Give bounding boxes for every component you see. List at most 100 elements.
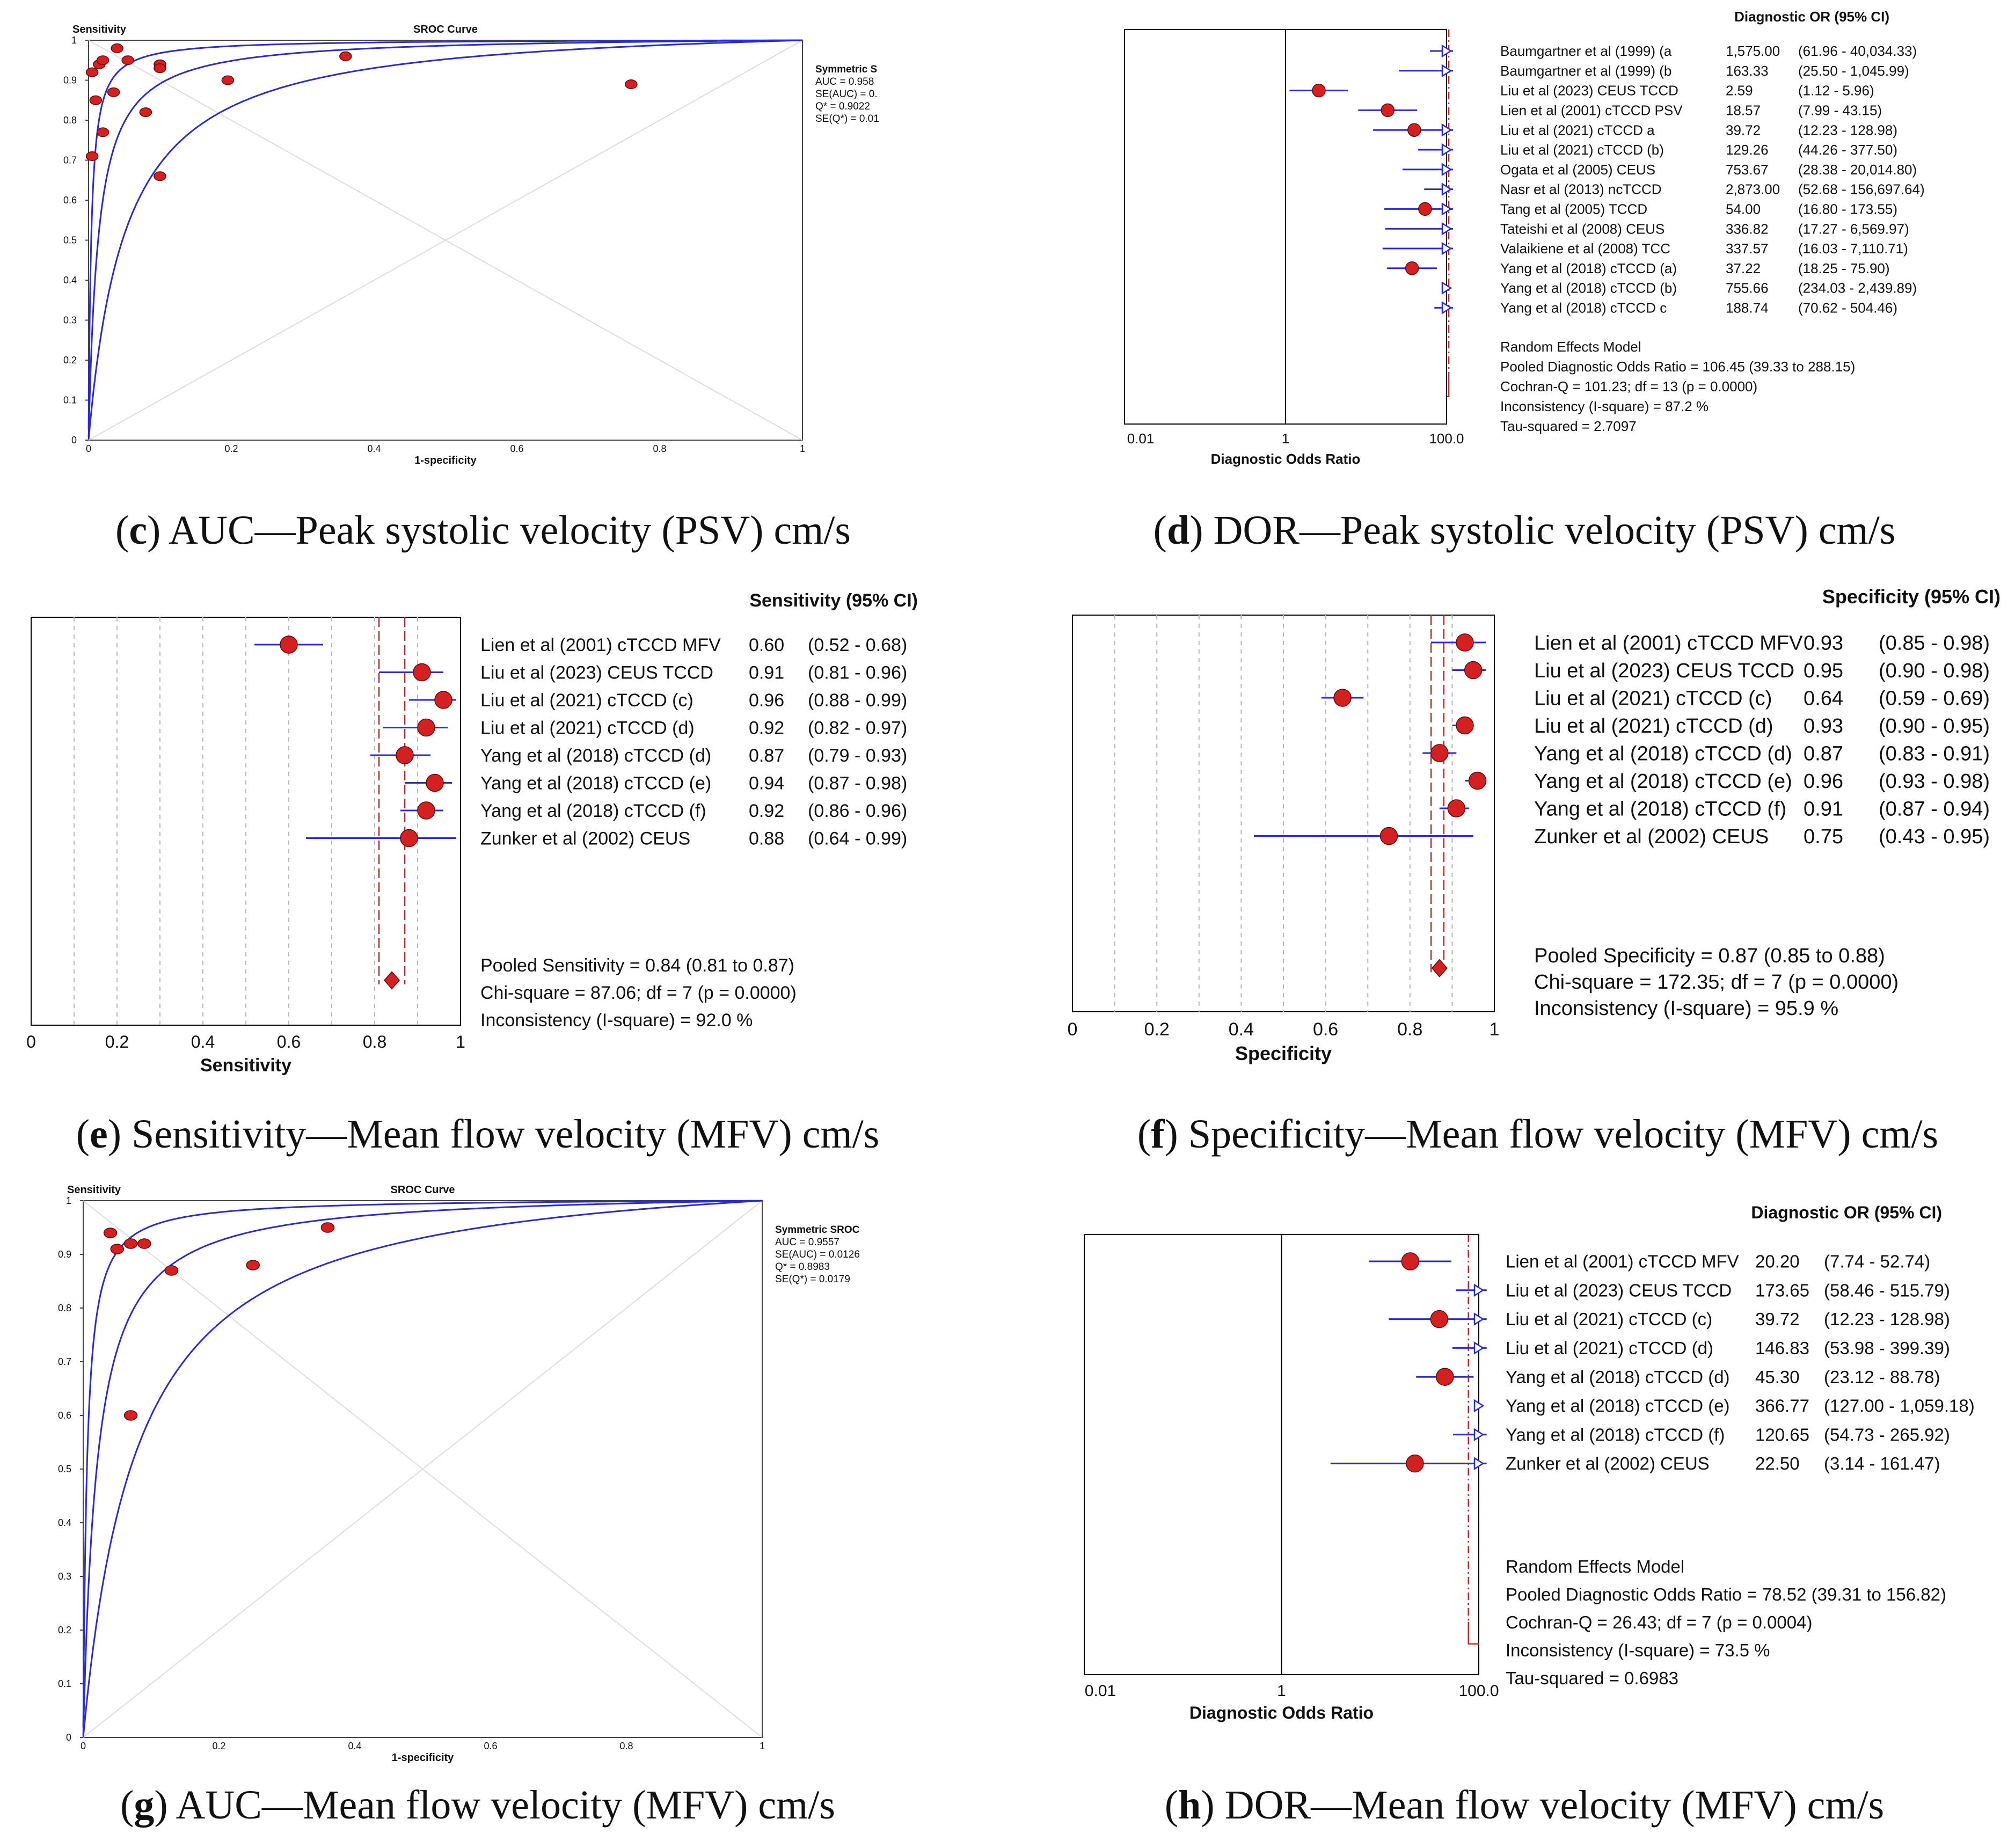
study-estimate: 366.77 <box>1755 1396 1809 1416</box>
y-tick-label: 0.6 <box>63 195 77 206</box>
study-point <box>221 75 235 85</box>
y-tick-label: 0.1 <box>58 1678 71 1689</box>
point-estimate <box>1468 771 1487 790</box>
study-ci: (0.64 - 0.99) <box>808 828 907 849</box>
study-label: Lien et al (2001) cTCCD MFV <box>1506 1252 1739 1272</box>
point-estimate <box>1379 827 1398 845</box>
y-tick-label: 1 <box>71 35 77 46</box>
study-ci: (0.87 - 0.98) <box>808 773 907 793</box>
point-estimate <box>417 718 435 737</box>
study-estimate: 0.93 <box>1804 632 1843 654</box>
study-label: Yang et al (2018) cTCCD c <box>1500 300 1667 316</box>
study-estimate: 753.67 <box>1726 162 1769 178</box>
y-axis-label: Sensitivity <box>72 24 127 35</box>
study-estimate: 0.87 <box>749 746 784 766</box>
study-estimate: 2.59 <box>1726 83 1753 99</box>
study-label: Liu et al (2021) cTCCD (d) <box>480 718 695 738</box>
study-ci: (58.46 - 515.79) <box>1824 1280 1950 1300</box>
study-estimate: 337.57 <box>1726 240 1769 257</box>
caption-d-text: DOR—Peak systolic velocity (PSV) cm/s <box>1213 508 1896 553</box>
study-ci: (234.03 - 2,439.89) <box>1798 280 1917 296</box>
caption-g-letter: g <box>134 1783 155 1828</box>
sroc-curve <box>82 1200 762 1735</box>
x-tick-label: 0.01 <box>1127 430 1155 447</box>
study-point <box>110 1244 124 1254</box>
study-estimate: 0.88 <box>749 828 784 849</box>
point-estimate <box>1456 633 1474 652</box>
legend-line: Q* = 0.9022 <box>815 101 870 112</box>
study-point <box>137 1238 151 1249</box>
point-estimate <box>434 691 452 709</box>
study-ci: (0.85 - 0.98) <box>1879 632 1990 654</box>
study-label: Liu et al (2021) cTCCD (d) <box>1506 1338 1713 1358</box>
x-tick-label: 1 <box>760 1741 765 1751</box>
panel-d-dor-psv: Baumgartner et al (1999) (a 1,575.00 (61.9… <box>1068 0 2015 472</box>
point-estimate <box>1405 261 1419 275</box>
study-estimate: 0.60 <box>749 635 784 655</box>
x-tick-label: 1 <box>1277 1682 1286 1700</box>
point-estimate <box>1333 689 1352 707</box>
study-label: Lien et al (2001) cTCCD MFV <box>1534 632 1803 654</box>
study-ci: (16.03 - 7,110.71) <box>1798 240 1908 257</box>
point-estimate <box>1401 1252 1420 1270</box>
study-point <box>85 151 99 162</box>
anti-diagonal-line <box>88 40 803 441</box>
point-estimate <box>413 663 431 682</box>
x-axis-label: Specificity <box>1235 1042 1332 1064</box>
study-point <box>89 95 103 105</box>
ci-arrow <box>1473 1457 1485 1470</box>
chart-c-sroc-psv: 0 0.1 0.2 0.3 0.4 0.5 0.6 0.7 0.8 0.9 1 0 0.2 0.4 0.6 0… <box>63 24 879 466</box>
x-axis-label: 1-specificity <box>414 455 477 466</box>
ci-arrow <box>1441 301 1452 315</box>
caption-h-letter: h <box>1178 1783 1201 1828</box>
study-point <box>85 67 99 77</box>
chart-title: SROC Curve <box>390 1184 455 1196</box>
point-estimate <box>1407 123 1421 137</box>
panel-e-sensitivity-mfv: Lien et al (2001) cTCCD MFV 0.60 (0.52 - 0… <box>0 585 950 1090</box>
study-label: Lien et al (2001) cTCCD PSV <box>1500 103 1683 119</box>
x-tick-label: 0.4 <box>348 1741 361 1751</box>
caption-f-text: Specificity—Mean flow velocity (MFV) cm/… <box>1188 1112 1939 1157</box>
study-estimate: 0.91 <box>1804 798 1843 820</box>
y-tick-label: 0.4 <box>63 275 77 286</box>
study-point <box>339 51 352 61</box>
study-ci: (0.86 - 0.96) <box>808 801 907 821</box>
y-tick-label: 0.3 <box>63 315 77 326</box>
study-estimate: 39.72 <box>1726 122 1761 138</box>
study-estimate: 129.26 <box>1726 142 1769 158</box>
study-label: Yang et al (2018) cTCCD (d) <box>1506 1367 1730 1387</box>
sroc-curve <box>82 1200 762 1737</box>
point-estimate <box>426 773 444 792</box>
study-ci: (23.12 - 88.78) <box>1824 1367 1940 1387</box>
point-estimate <box>1430 744 1449 762</box>
summary-line: Tau-squared = 2.7097 <box>1500 418 1637 434</box>
study-ci: (0.87 - 0.94) <box>1879 798 1990 820</box>
study-ci: (70.62 - 504.46) <box>1798 300 1897 316</box>
x-tick-label: 0 <box>81 1741 86 1751</box>
study-label: Tang et al (2005) TCCD <box>1500 201 1647 217</box>
study-label: Liu et al (2023) CEUS TCCD <box>1500 83 1678 99</box>
study-label: Zunker et al (2002) CEUS <box>1534 826 1769 848</box>
x-tick-label: 0.4 <box>191 1032 215 1051</box>
table-header: Sensitivity (95% CI) <box>749 590 918 611</box>
summary-line: Pooled Specificity = 0.87 (0.85 to 0.88) <box>1534 945 1885 967</box>
study-point <box>139 107 152 118</box>
caption-c-letter: c <box>129 508 148 553</box>
legend-line: AUC = 0.9557 <box>775 1237 839 1248</box>
study-point <box>625 79 638 89</box>
point-estimate <box>1464 661 1483 680</box>
study-ci: (0.90 - 0.98) <box>1879 660 1990 682</box>
x-tick-label: 0.8 <box>619 1741 633 1751</box>
study-ci: (7.99 - 43.15) <box>1798 103 1882 119</box>
x-axis-label: Diagnostic Odds Ratio <box>1211 451 1361 467</box>
ci-arrow <box>1441 163 1452 177</box>
study-label: Yang et al (2018) cTCCD (d) <box>1534 742 1792 765</box>
y-tick-label: 0.7 <box>58 1356 71 1367</box>
x-tick-label: 0.8 <box>1397 1019 1422 1040</box>
sroc-curve <box>87 39 802 430</box>
ci-arrow <box>1473 1428 1485 1442</box>
study-estimate: 336.82 <box>1726 221 1769 237</box>
study-estimate: 0.91 <box>749 662 784 683</box>
point-estimate <box>280 636 298 654</box>
study-label: Liu et al (2023) CEUS TCCD <box>1506 1280 1732 1300</box>
